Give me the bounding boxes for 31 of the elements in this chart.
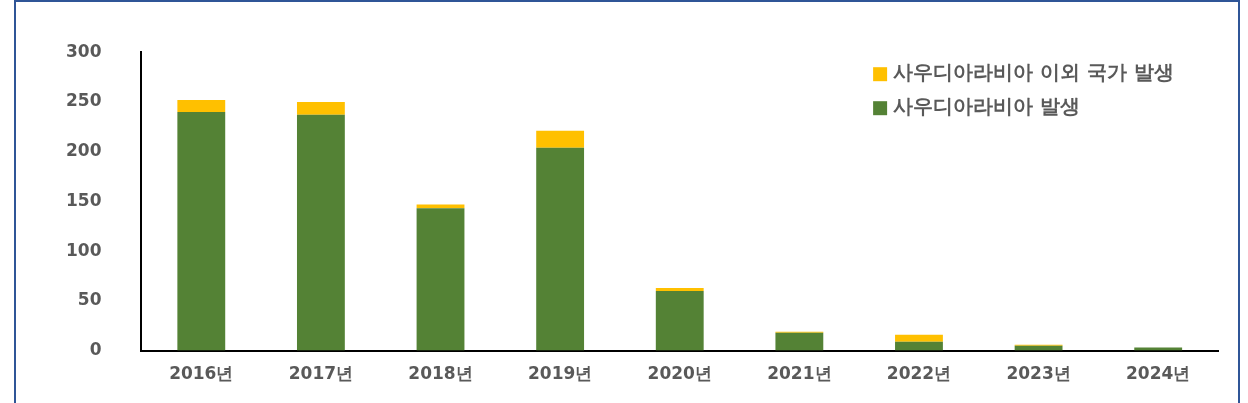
bar	[296, 101, 345, 115]
x-tick-label: 2023년	[1006, 363, 1071, 384]
x-tick-label: 2024년	[1126, 363, 1191, 384]
x-tick-label: 2017년	[288, 363, 354, 384]
bar	[416, 204, 465, 209]
bar	[177, 99, 226, 112]
bar	[296, 114, 345, 351]
x-tick-label: 2022년	[886, 363, 952, 384]
bar	[416, 208, 465, 351]
y-tick-label: 100	[65, 239, 102, 260]
x-tick-label: 2021년	[767, 363, 832, 384]
legend-label: 사우디아라비아 이외 국가 발생	[893, 60, 1174, 85]
bar	[775, 332, 824, 351]
bar	[177, 111, 226, 351]
x-tick-label: 2020년	[647, 363, 712, 384]
bar	[655, 290, 704, 351]
x-tick-label: 2019년	[527, 363, 593, 384]
y-tick-label: 250	[65, 90, 102, 111]
y-tick-label: 0	[89, 339, 102, 360]
bar	[895, 341, 943, 351]
y-tick-label: 300	[65, 40, 102, 61]
x-tick-label: 2016년	[169, 363, 234, 384]
y-tick-label: 50	[77, 289, 102, 310]
bar	[655, 287, 704, 291]
legend-label: 사우디아라비아 발생	[893, 94, 1081, 119]
bar	[536, 130, 585, 148]
bar	[536, 147, 585, 351]
y-tick-label: 150	[65, 189, 102, 210]
y-tick-label: 200	[65, 140, 102, 161]
bar	[895, 334, 943, 342]
x-tick-label: 2018년	[408, 363, 473, 384]
